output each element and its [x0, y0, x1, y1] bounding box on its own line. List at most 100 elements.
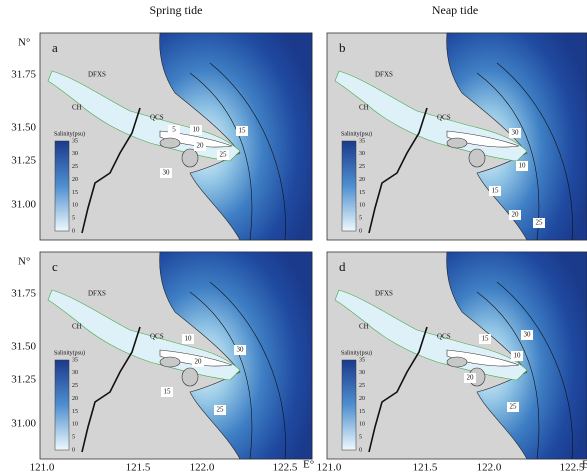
contour-label-box [479, 334, 491, 344]
x-tick-label: 122.0 [190, 462, 215, 474]
y-axis-unit: N° [18, 37, 30, 49]
panel-label: a [52, 40, 58, 55]
contour-label-box [521, 330, 533, 340]
contour-label: 25 [510, 403, 518, 411]
place-label: QCS [150, 333, 164, 341]
contour-label: 10 [514, 352, 522, 360]
contour-label-box [214, 405, 226, 415]
boundary [81, 107, 141, 234]
contour-label: 20 [512, 211, 520, 219]
colorbar-tick-label: 5 [359, 216, 362, 222]
contour-label-box [516, 161, 528, 171]
colorbar-tick-label: 25 [359, 383, 365, 389]
y-tick-label: 31.25 [11, 155, 36, 167]
contour-label-box [182, 334, 194, 344]
colorbar-tick-label: 15 [359, 190, 365, 196]
colorbar-tick-label: 10 [359, 422, 365, 428]
colorbar-tick-label: 5 [72, 216, 75, 222]
contour-label: 25 [536, 219, 544, 227]
contour-label: 10 [519, 162, 527, 170]
colorbar-title: Salinity(psu) [341, 349, 372, 356]
contour [496, 62, 573, 241]
contour-label: 25 [217, 406, 225, 414]
colorbar-tick-label: 0 [72, 228, 75, 234]
contour-label: 20 [467, 374, 475, 382]
colorbar [341, 140, 357, 232]
colorbar-tick-label: 30 [359, 370, 365, 376]
colorbar-tick-label: 0 [72, 447, 75, 453]
colorbar-tick-label: 35 [359, 138, 365, 144]
contour-label: 5 [172, 126, 176, 134]
colorbar [54, 140, 70, 232]
x-tick-label: 122.5 [560, 462, 585, 474]
x-tick-label: 121.5 [126, 462, 151, 474]
island [181, 367, 199, 387]
x-tick-label: 121.0 [30, 462, 55, 474]
colorbar-tick-label: 35 [359, 357, 365, 363]
colorbar-tick-label: 15 [72, 409, 78, 415]
contour-label-box [234, 345, 246, 355]
colorbar-tick-label: 25 [72, 383, 78, 389]
x-axis-unit: E [582, 459, 587, 471]
contour [476, 72, 540, 241]
contour-label-box [509, 210, 521, 220]
colorbar-tick-label: 25 [72, 164, 78, 170]
place-label: DFXS [88, 71, 106, 79]
contour-label: 10 [185, 335, 193, 343]
contour-label-box [533, 218, 545, 228]
colorbar-tick-label: 15 [359, 409, 365, 415]
place-label: CH [72, 104, 82, 112]
place-label: DFXS [375, 290, 393, 298]
colorbar [54, 359, 70, 451]
contour-label-box [217, 150, 229, 160]
sea [159, 32, 313, 241]
colorbar [341, 359, 357, 451]
contour-label-box [464, 373, 476, 383]
contour-label-box [190, 125, 202, 135]
y-axis-unit: N° [18, 256, 30, 268]
contour [496, 281, 573, 460]
colorbar-tick-label: 20 [72, 177, 78, 183]
island [181, 148, 199, 168]
contour-label-box [489, 186, 501, 196]
y-tick-label: 31.75 [11, 69, 36, 81]
island [446, 137, 468, 149]
contour-label-box [160, 168, 172, 178]
x-tick-label: 121.0 [317, 462, 342, 474]
colorbar-tick-label: 20 [72, 396, 78, 402]
contour-label: 30 [237, 346, 245, 354]
island [159, 356, 181, 368]
contour-label: 15 [239, 127, 247, 135]
contour-label-box [161, 387, 173, 397]
colorbar-title: Salinity(psu) [341, 130, 372, 137]
y-tick-label: 31.50 [11, 341, 36, 353]
contour-label-box [511, 351, 523, 361]
map-panel: a DFXS CH QCS Salinity(psu)35 30 25 20 15 10 5 0 5 10… [39, 32, 313, 241]
contour-label: 15 [492, 187, 500, 195]
island [446, 356, 468, 368]
contour-label: 20 [197, 142, 205, 150]
colorbar-tick-label: 30 [72, 151, 78, 157]
panel-label: d [339, 259, 346, 274]
panel-label: c [52, 259, 58, 274]
colorbar-tick-label: 10 [72, 422, 78, 428]
contour-label: 30 [524, 331, 532, 339]
contour [209, 281, 286, 460]
contour-label: 10 [193, 126, 201, 134]
colorbar-tick-label: 10 [359, 203, 365, 209]
colorbar-tick-label: 30 [72, 370, 78, 376]
column-title: Neap tide [432, 3, 478, 17]
place-label: DFXS [88, 290, 106, 298]
contour-label-box [236, 126, 248, 136]
contour-label-box [509, 128, 521, 138]
map-panel: c DFXS CH QCS Salinity(psu)35 30 25 20 15 10 5 0 10 2… [39, 251, 313, 460]
colorbar-tick-label: 30 [359, 151, 365, 157]
contour-label: 30 [163, 169, 171, 177]
colorbar-tick-label: 15 [72, 190, 78, 196]
contour-label: 20 [195, 358, 203, 366]
island [468, 148, 486, 168]
sea [159, 251, 313, 460]
contour-label-box [507, 402, 519, 412]
colorbar-tick-label: 0 [359, 228, 362, 234]
